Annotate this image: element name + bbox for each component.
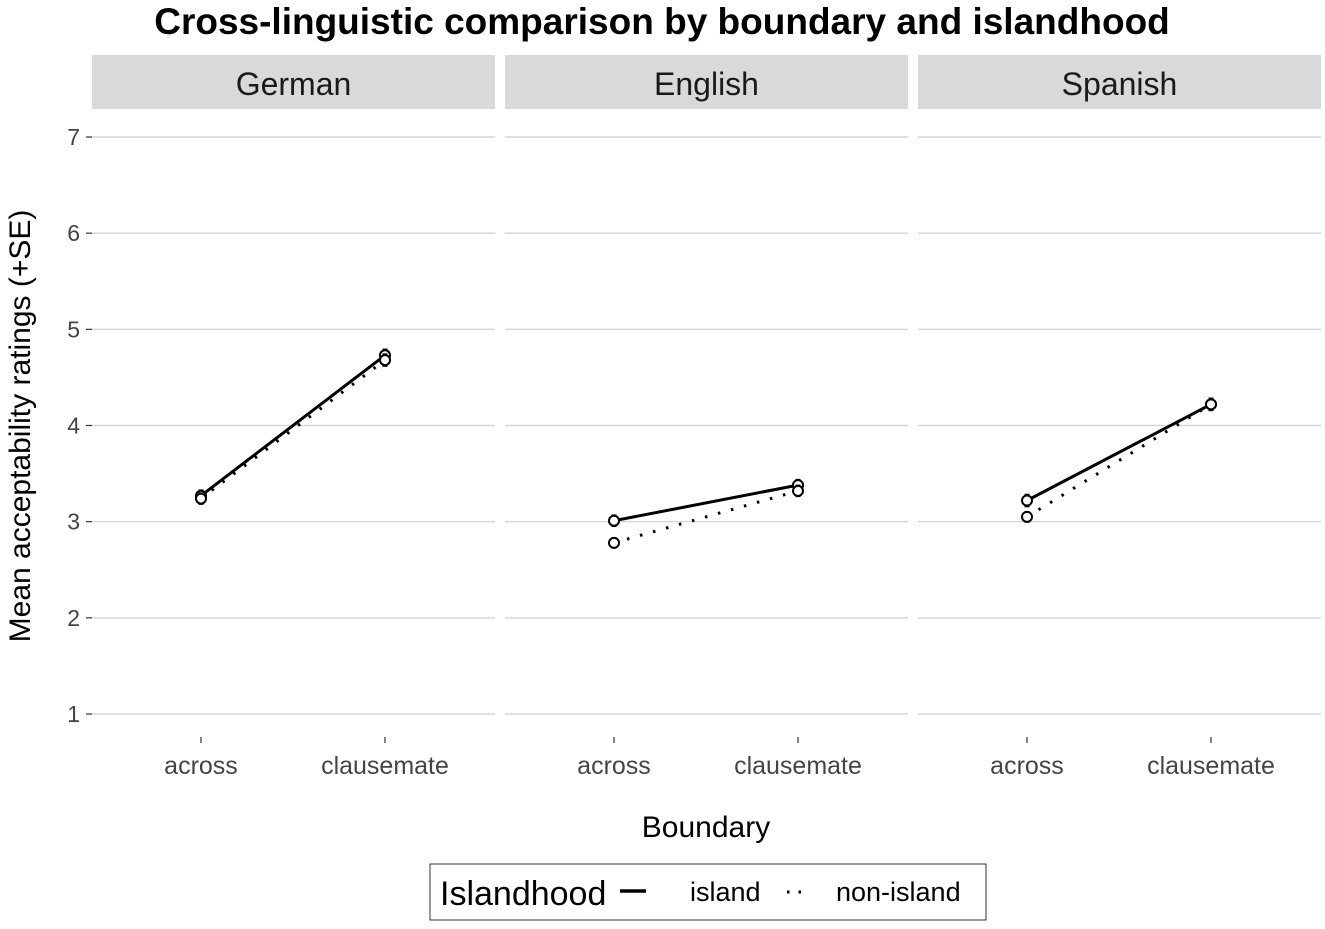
x-tick-label: clausemate [734, 752, 862, 780]
y-tick-label: 1 [67, 701, 80, 727]
data-point [1021, 494, 1033, 507]
x-tick-label: clausemate [1147, 752, 1275, 780]
series-line-non-island [200, 358, 386, 500]
y-tick-label: 6 [67, 220, 80, 246]
y-tick-label: 7 [67, 124, 80, 150]
facet-panels: German across clausemate English across claus… [92, 55, 1321, 780]
y-tick-label: 5 [67, 316, 80, 342]
x-tick-label: across [577, 752, 651, 780]
series-line-non-island [613, 489, 799, 545]
x-tick-label: across [164, 752, 238, 780]
data-point [1021, 510, 1033, 523]
legend-entry-island: island [690, 877, 761, 907]
data-point [608, 536, 620, 549]
y-tick-label: 4 [67, 413, 80, 439]
y-tick-label: 2 [67, 605, 80, 631]
legend-box [429, 863, 987, 921]
facet-strip [918, 55, 1321, 109]
legend-title: Islandhood [440, 875, 606, 913]
chart-title: Cross-linguistic comparison by boundary … [154, 1, 1170, 42]
facet-label: German [236, 66, 352, 102]
data-point [379, 354, 391, 367]
legend: Islandhood island non-island [429, 863, 987, 921]
series-line-non-island [1026, 403, 1212, 519]
panel-german: German across clausemate [92, 55, 495, 780]
panel-english: English across clausemate [505, 55, 908, 780]
series-line-island [613, 483, 799, 523]
x-tick-label: clausemate [321, 752, 449, 780]
facet-strip [505, 55, 908, 109]
data-point [792, 484, 804, 497]
data-point [1205, 398, 1217, 411]
facet-label: English [654, 66, 759, 102]
y-axis-label: Mean acceptability ratings (+SE) [4, 210, 37, 643]
facet-label: Spanish [1062, 66, 1178, 102]
y-axis: 1 2 3 4 5 6 7 [67, 124, 92, 727]
x-axis-label: Boundary [642, 811, 770, 844]
panel-spanish: Spanish across clausemate [918, 55, 1321, 780]
data-point [608, 514, 620, 527]
legend-entry-non-island: non-island [836, 877, 961, 907]
y-tick-label: 3 [67, 509, 80, 535]
data-point [195, 492, 207, 505]
facet-strip [92, 55, 495, 109]
x-tick-label: across [990, 752, 1064, 780]
series-line-island [1026, 403, 1212, 502]
series-line-island [200, 354, 386, 497]
